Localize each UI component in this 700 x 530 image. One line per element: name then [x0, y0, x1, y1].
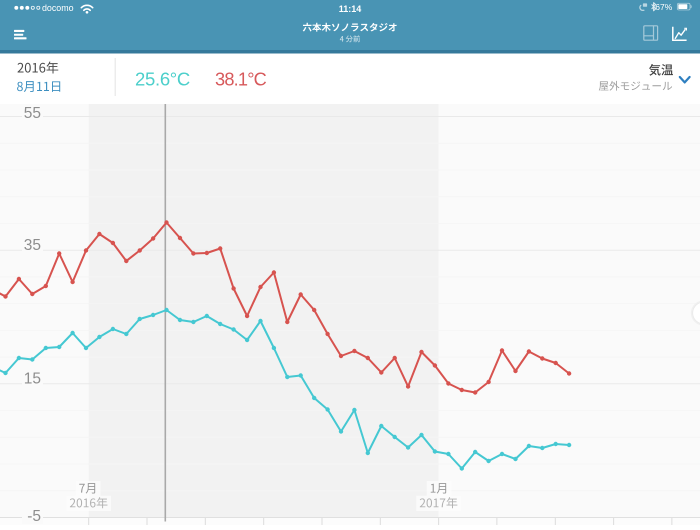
svg-text:11:14: 11:14 [339, 4, 362, 14]
svg-text:25.6°C: 25.6°C [135, 69, 190, 90]
svg-text:35: 35 [24, 237, 41, 254]
svg-text:38.1°C: 38.1°C [215, 70, 267, 90]
svg-text:-5: -5 [27, 508, 41, 525]
svg-text:67%: 67% [655, 2, 672, 12]
svg-text:55: 55 [24, 105, 41, 122]
svg-text:docomo: docomo [42, 3, 74, 13]
svg-text:15: 15 [24, 371, 41, 388]
